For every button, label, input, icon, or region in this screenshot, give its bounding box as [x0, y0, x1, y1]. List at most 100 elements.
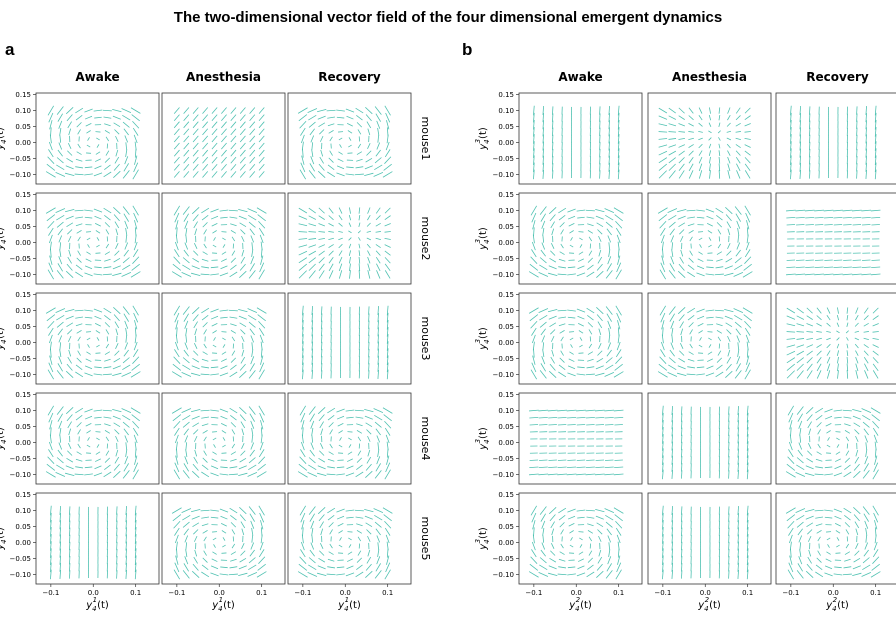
- quiver-arrow: [131, 114, 140, 122]
- quiver-arrow: [310, 420, 315, 429]
- quiver-arrow: [298, 231, 308, 233]
- quiver-arrow: [299, 456, 307, 464]
- quiver-arrow: [671, 527, 673, 537]
- quiver-arrow: [613, 409, 624, 412]
- quiver-arrow: [338, 430, 343, 434]
- quiver-arrow: [744, 131, 751, 133]
- axes-b-mouse3-Recovery: [775, 292, 896, 385]
- quiver-arrow: [230, 149, 237, 157]
- quiver-arrow: [744, 157, 751, 164]
- quiver-arrow: [338, 215, 343, 221]
- quiver-arrow: [249, 142, 256, 150]
- quiver-arrow: [84, 173, 93, 176]
- quiver-arrow: [257, 314, 266, 322]
- quiver-arrow: [221, 107, 227, 114]
- quiver-arrow: [76, 230, 82, 234]
- quiver-arrow: [671, 520, 673, 530]
- quiver-arrow: [192, 128, 199, 136]
- quiver-field: [528, 505, 624, 580]
- quiver-arrow: [807, 450, 813, 456]
- quiver-arrow: [366, 456, 372, 464]
- quiver-arrow: [696, 265, 705, 270]
- quiver-arrow: [606, 563, 612, 572]
- quiver-arrow: [310, 135, 315, 143]
- quiver-arrow: [846, 314, 849, 321]
- quiver-arrow: [716, 330, 723, 334]
- quiver-arrow: [365, 463, 372, 471]
- quiver-arrow: [605, 306, 613, 315]
- quiver-arrow: [596, 263, 603, 271]
- quiver-arrow: [671, 420, 673, 430]
- quiver-arrow: [872, 357, 879, 364]
- quiver-arrow: [678, 123, 686, 127]
- quiver-arrow: [717, 243, 722, 249]
- quiver-arrow: [336, 408, 345, 413]
- quiver-arrow: [59, 342, 62, 350]
- quiver-arrow: [836, 350, 840, 356]
- quiver-arrow: [737, 527, 739, 537]
- quiver-arrow: [300, 134, 305, 144]
- quiver-arrow: [348, 137, 352, 141]
- quiver-arrow: [203, 550, 207, 556]
- axes-frame: [287, 392, 412, 485]
- quiver-arrow: [173, 149, 180, 157]
- quiver-arrow: [874, 112, 877, 123]
- quiver-arrow: [220, 415, 228, 420]
- quiver-arrow: [735, 213, 741, 222]
- quiver-arrow: [736, 163, 741, 172]
- quiver-arrow: [348, 544, 352, 548]
- quiver-arrow: [746, 548, 749, 558]
- quiver-arrow: [181, 371, 192, 377]
- quiver-arrow: [367, 270, 371, 279]
- quiver-arrow: [616, 312, 622, 323]
- quiver-arrow: [668, 270, 676, 279]
- quiver-arrow: [606, 263, 612, 272]
- mouse-label-mouse2: mouse2: [419, 217, 432, 261]
- quiver-arrow: [716, 222, 723, 228]
- quiver-arrow: [707, 230, 713, 234]
- quiver-arrow: [737, 448, 739, 458]
- quiver-arrow: [786, 363, 796, 371]
- quiver-arrow: [662, 462, 664, 473]
- x-tick-label: −0.1: [168, 589, 185, 597]
- y-tick-label: −0.05: [10, 255, 31, 263]
- quiver-arrow: [384, 427, 391, 436]
- quiver-arrow: [375, 222, 381, 227]
- quiver-arrow: [67, 229, 73, 235]
- quiver-arrow: [826, 363, 831, 372]
- quiver-arrow: [258, 171, 265, 178]
- axes-frame: [35, 292, 160, 385]
- quiver-arrow: [826, 551, 831, 555]
- quiver-arrow: [790, 427, 792, 437]
- quiver-arrow: [746, 220, 750, 230]
- quiver-arrow: [708, 114, 712, 121]
- quiver-arrow: [814, 266, 824, 269]
- quiver-arrow: [557, 573, 567, 576]
- quiver-arrow: [93, 472, 103, 477]
- quiver-arrow: [130, 371, 141, 378]
- quiver-arrow: [569, 351, 574, 355]
- quiver-arrow: [608, 249, 611, 258]
- quiver-arrow: [671, 455, 673, 465]
- quiver-arrow: [715, 316, 724, 319]
- quiver-arrow: [548, 466, 558, 469]
- quiver-arrow: [211, 114, 218, 121]
- quiver-arrow: [696, 216, 705, 219]
- quiver-arrow: [872, 505, 879, 516]
- quiver-arrow: [799, 549, 802, 558]
- quiver-arrow: [835, 451, 841, 455]
- quiver-arrow: [382, 171, 393, 178]
- quiver-arrow: [46, 463, 56, 471]
- quiver-arrow: [95, 230, 101, 234]
- quiver-arrow: [659, 305, 667, 316]
- quiver-arrow: [183, 349, 189, 357]
- quiver-arrow: [231, 543, 236, 549]
- quiver-arrow: [320, 428, 324, 436]
- quiver-arrow: [49, 120, 53, 130]
- axes-frame: [161, 292, 286, 385]
- quiver-arrow: [75, 414, 83, 421]
- quiver-arrow: [259, 362, 265, 373]
- quiver-arrow: [377, 362, 379, 372]
- quiver-arrow: [806, 414, 813, 422]
- quiver-arrow: [718, 143, 721, 149]
